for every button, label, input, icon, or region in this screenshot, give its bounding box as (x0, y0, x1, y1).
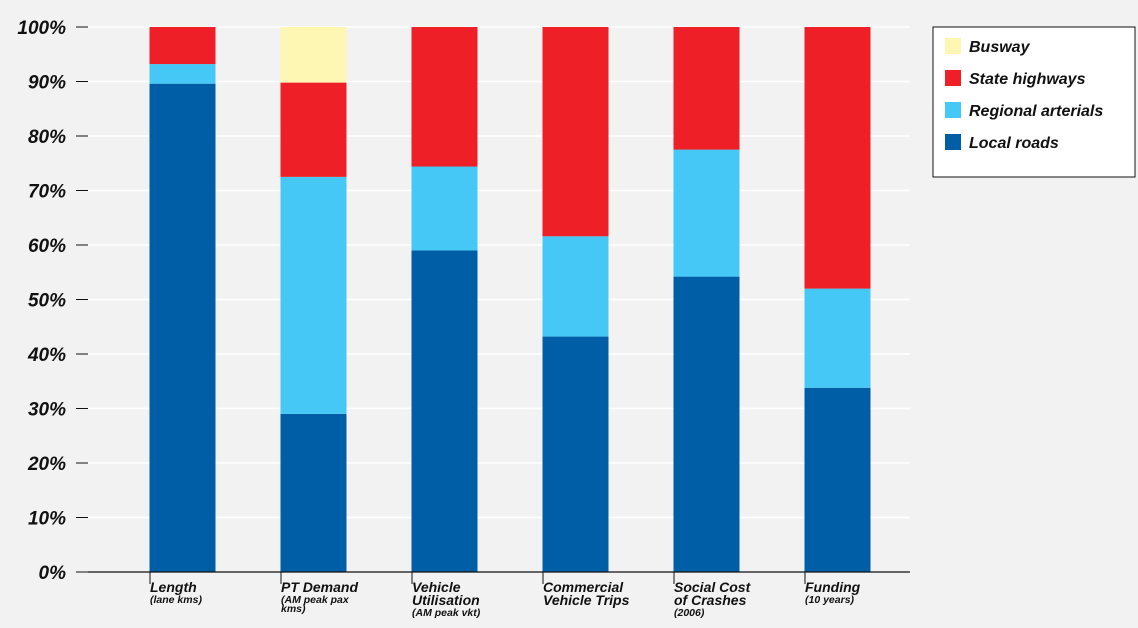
category-label: Vehicle Trips (543, 592, 630, 608)
legend-swatch (945, 38, 961, 54)
bar-segment (280, 176, 347, 414)
bar-segment (280, 413, 347, 572)
legend-label: Local roads (969, 135, 1059, 152)
legend-label: Busway (969, 39, 1031, 56)
y-tick-label: 90% (28, 73, 66, 94)
legend-swatch (945, 134, 961, 150)
category-sublabel: kms) (281, 603, 306, 615)
category-label: Vehicle (412, 579, 461, 595)
category-label: PT Demand (281, 579, 358, 595)
category-label: Social Cost (674, 579, 752, 595)
category-label: Commercial (543, 579, 624, 595)
bar-segment (280, 27, 347, 83)
category-sublabel: (AM peak vkt) (412, 607, 481, 619)
y-tick-label: 50% (28, 291, 66, 312)
category-sublabel: (2006) (674, 607, 705, 619)
legend-label: Regional arterials (969, 103, 1103, 120)
y-tick-label: 60% (28, 236, 66, 257)
legend-swatch (945, 102, 961, 118)
bar-segment (804, 288, 871, 388)
bar-segment (149, 27, 216, 65)
y-tick-label: 0% (39, 563, 67, 584)
bar-segment (280, 82, 347, 177)
category-label: Funding (805, 579, 861, 595)
bar-segment (804, 27, 871, 289)
category-sublabel: (10 years) (805, 594, 855, 606)
bar-segment (149, 83, 216, 573)
y-tick-label: 70% (28, 182, 66, 203)
y-tick-label: 100% (17, 18, 66, 39)
y-tick-label: 20% (27, 454, 66, 475)
bar-segment (411, 27, 478, 167)
category-label: Utilisation (412, 592, 480, 608)
bar-segment (673, 276, 740, 572)
category-label: Length (150, 579, 197, 595)
bar-segment (804, 387, 871, 572)
bar-segment (411, 250, 478, 572)
bar-segment (542, 27, 609, 237)
category-sublabel: (lane kms) (150, 594, 202, 606)
bar-segment (542, 336, 609, 572)
y-tick-label: 10% (28, 509, 66, 530)
bar-segment (673, 27, 740, 150)
bar-segment (673, 149, 740, 277)
y-tick-label: 40% (27, 345, 66, 366)
y-tick-label: 30% (28, 400, 66, 421)
legend-swatch (945, 70, 961, 86)
bar-segment (542, 236, 609, 337)
legend-label: State highways (969, 71, 1086, 88)
bar-segment (149, 64, 216, 84)
legend-box (932, 26, 1136, 178)
bar-segment (411, 166, 478, 251)
category-sublabel: (AM peak pax (281, 594, 350, 606)
category-label: of Crashes (674, 592, 747, 608)
y-tick-label: 80% (28, 127, 66, 148)
